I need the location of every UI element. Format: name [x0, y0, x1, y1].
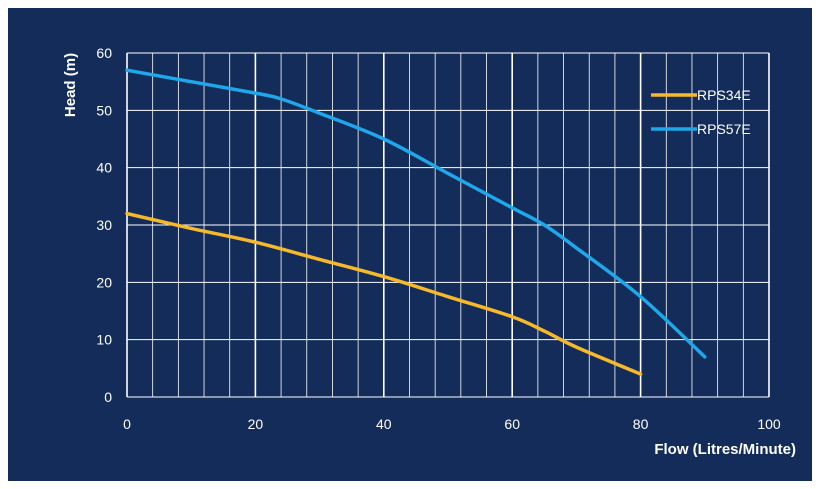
- y-axis-title: Head (m): [62, 53, 79, 117]
- x-tick-label: 60: [504, 416, 520, 432]
- y-tick-label: 10: [96, 332, 112, 348]
- grid-lines: [126, 52, 770, 398]
- legend: RPS34E RPS57E: [651, 87, 751, 137]
- x-tick-label: 0: [123, 416, 131, 432]
- y-tick-label: 20: [96, 274, 112, 290]
- y-tick-label: 60: [96, 45, 112, 61]
- x-tick-label: 100: [757, 416, 781, 432]
- y-tick-label: 40: [96, 160, 112, 176]
- y-axis-ticks: 0 10 20 30 40 50 60: [96, 45, 112, 405]
- x-axis-ticks: 0 20 40 60 80 100: [123, 416, 781, 432]
- y-tick-label: 50: [96, 102, 112, 118]
- x-tick-label: 80: [633, 416, 649, 432]
- y-tick-label: 30: [96, 217, 112, 233]
- series-lines: [125, 68, 707, 376]
- y-tick-label: 0: [104, 389, 112, 405]
- legend-label-rps34e: RPS34E: [697, 87, 751, 103]
- x-tick-label: 40: [376, 416, 392, 432]
- x-tick-label: 20: [248, 416, 264, 432]
- x-axis-title: Flow (Litres/Minute): [654, 441, 796, 458]
- series-line-rps57e: [125, 68, 707, 359]
- series-line-rps34e: [125, 211, 643, 376]
- legend-label-rps57e: RPS57E: [697, 121, 751, 137]
- chart-frame: [8, 8, 812, 481]
